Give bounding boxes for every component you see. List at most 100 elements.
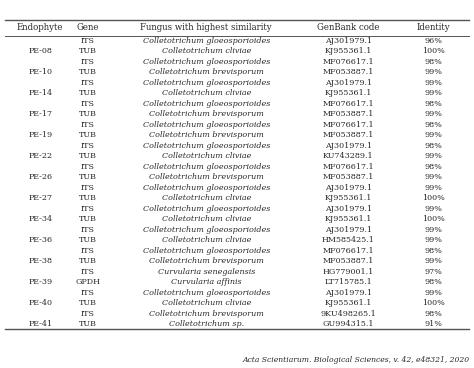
Text: HM585425.1: HM585425.1 [322, 236, 375, 244]
Text: Identity: Identity [417, 24, 450, 32]
Text: 99%: 99% [425, 289, 443, 297]
Text: Acta Scientiarum. Biological Sciences, v. 42, e48321, 2020: Acta Scientiarum. Biological Sciences, v… [242, 355, 469, 364]
Text: TUB: TUB [79, 89, 97, 98]
Text: GenBank code: GenBank code [317, 24, 380, 32]
Text: ITS: ITS [81, 226, 95, 234]
Text: MF053887.1: MF053887.1 [323, 257, 374, 265]
Text: 99%: 99% [425, 89, 443, 98]
Text: 98%: 98% [425, 58, 443, 66]
Text: PE-22: PE-22 [28, 152, 52, 160]
Text: Colletotrichum gloeosporioides: Colletotrichum gloeosporioides [143, 247, 270, 255]
Text: PE-10: PE-10 [28, 68, 52, 77]
Text: 98%: 98% [425, 278, 443, 286]
Text: AJ301979.1: AJ301979.1 [325, 289, 372, 297]
Text: ITS: ITS [81, 247, 95, 255]
Text: MF053887.1: MF053887.1 [323, 110, 374, 118]
Text: TUB: TUB [79, 173, 97, 181]
Text: Colletotrichum cliviae: Colletotrichum cliviae [162, 89, 251, 98]
Text: MF053887.1: MF053887.1 [323, 68, 374, 77]
Text: Curvularia affinis: Curvularia affinis [171, 278, 241, 286]
Text: Colletotrichum gloeosporioides: Colletotrichum gloeosporioides [143, 142, 270, 150]
Text: KJ955361.1: KJ955361.1 [325, 194, 372, 202]
Text: Colletotrichum brevisporum: Colletotrichum brevisporum [149, 68, 264, 77]
Text: 99%: 99% [425, 68, 443, 77]
Text: Colletotrichum cliviae: Colletotrichum cliviae [162, 152, 251, 160]
Text: 98%: 98% [425, 163, 443, 171]
Text: HG779001.1: HG779001.1 [323, 268, 374, 276]
Text: PE-14: PE-14 [28, 89, 52, 98]
Text: Colletotrichum gloeosporioides: Colletotrichum gloeosporioides [143, 205, 270, 213]
Text: Colletotrichum gloeosporioides: Colletotrichum gloeosporioides [143, 79, 270, 87]
Text: 99%: 99% [425, 79, 443, 87]
Text: Colletotrichum brevisporum: Colletotrichum brevisporum [149, 110, 264, 118]
Text: TUB: TUB [79, 194, 97, 202]
Text: 99%: 99% [425, 173, 443, 181]
Text: 99%: 99% [425, 257, 443, 265]
Text: 100%: 100% [422, 299, 445, 307]
Text: PE-40: PE-40 [28, 299, 52, 307]
Text: TUB: TUB [79, 152, 97, 160]
Text: 99%: 99% [425, 110, 443, 118]
Text: MF076617.1: MF076617.1 [323, 121, 374, 129]
Text: TUB: TUB [79, 299, 97, 307]
Text: PE-38: PE-38 [28, 257, 52, 265]
Text: ITS: ITS [81, 205, 95, 213]
Text: MF076617.1: MF076617.1 [323, 163, 374, 171]
Text: PE-27: PE-27 [28, 194, 52, 202]
Text: GU994315.1: GU994315.1 [323, 320, 374, 328]
Text: MF076617.1: MF076617.1 [323, 247, 374, 255]
Text: PE-08: PE-08 [28, 47, 52, 56]
Text: MF053887.1: MF053887.1 [323, 173, 374, 181]
Text: ITS: ITS [81, 121, 95, 129]
Text: Endophyte: Endophyte [17, 24, 64, 32]
Text: TUB: TUB [79, 320, 97, 328]
Text: AJ301979.1: AJ301979.1 [325, 226, 372, 234]
Text: MF053887.1: MF053887.1 [323, 131, 374, 139]
Text: PE-41: PE-41 [28, 320, 52, 328]
Text: AJ301979.1: AJ301979.1 [325, 37, 372, 45]
Text: 96%: 96% [425, 37, 443, 45]
Text: Colletotrichum gloeosporioides: Colletotrichum gloeosporioides [143, 163, 270, 171]
Text: 99%: 99% [425, 205, 443, 213]
Text: 97%: 97% [425, 268, 443, 276]
Text: AJ301979.1: AJ301979.1 [325, 184, 372, 192]
Text: PE-19: PE-19 [28, 131, 52, 139]
Text: KJ955361.1: KJ955361.1 [325, 89, 372, 98]
Text: 98%: 98% [425, 309, 443, 318]
Text: TUB: TUB [79, 236, 97, 244]
Text: 100%: 100% [422, 215, 445, 223]
Text: 91%: 91% [425, 320, 443, 328]
Text: 98%: 98% [425, 247, 443, 255]
Text: 98%: 98% [425, 142, 443, 150]
Text: MF076617.1: MF076617.1 [323, 58, 374, 66]
Text: Fungus with highest similarity: Fungus with highest similarity [140, 24, 272, 32]
Text: LT715785.1: LT715785.1 [325, 278, 372, 286]
Text: ITS: ITS [81, 289, 95, 297]
Text: 99%: 99% [425, 226, 443, 234]
Text: 98%: 98% [425, 121, 443, 129]
Text: AJ301979.1: AJ301979.1 [325, 205, 372, 213]
Text: KU743289.1: KU743289.1 [323, 152, 374, 160]
Text: Colletotrichum brevisporum: Colletotrichum brevisporum [149, 257, 264, 265]
Text: GPDH: GPDH [75, 278, 100, 286]
Text: ITS: ITS [81, 58, 95, 66]
Text: ITS: ITS [81, 100, 95, 108]
Text: 9KU498265.1: 9KU498265.1 [320, 309, 376, 318]
Text: 99%: 99% [425, 236, 443, 244]
Text: KJ955361.1: KJ955361.1 [325, 299, 372, 307]
Text: PE-17: PE-17 [28, 110, 52, 118]
Text: Colletotrichum brevisporum: Colletotrichum brevisporum [149, 309, 264, 318]
Text: Colletotrichum brevisporum: Colletotrichum brevisporum [149, 131, 264, 139]
Text: Colletotrichum cliviae: Colletotrichum cliviae [162, 194, 251, 202]
Text: Colletotrichum gloeosporioides: Colletotrichum gloeosporioides [143, 289, 270, 297]
Text: KJ955361.1: KJ955361.1 [325, 47, 372, 56]
Text: Colletotrichum gloeosporioides: Colletotrichum gloeosporioides [143, 184, 270, 192]
Text: PE-36: PE-36 [28, 236, 52, 244]
Text: 99%: 99% [425, 152, 443, 160]
Text: AJ301979.1: AJ301979.1 [325, 142, 372, 150]
Text: PE-26: PE-26 [28, 173, 52, 181]
Text: Colletotrichum gloeosporioides: Colletotrichum gloeosporioides [143, 100, 270, 108]
Text: TUB: TUB [79, 257, 97, 265]
Text: ITS: ITS [81, 184, 95, 192]
Text: 100%: 100% [422, 47, 445, 56]
